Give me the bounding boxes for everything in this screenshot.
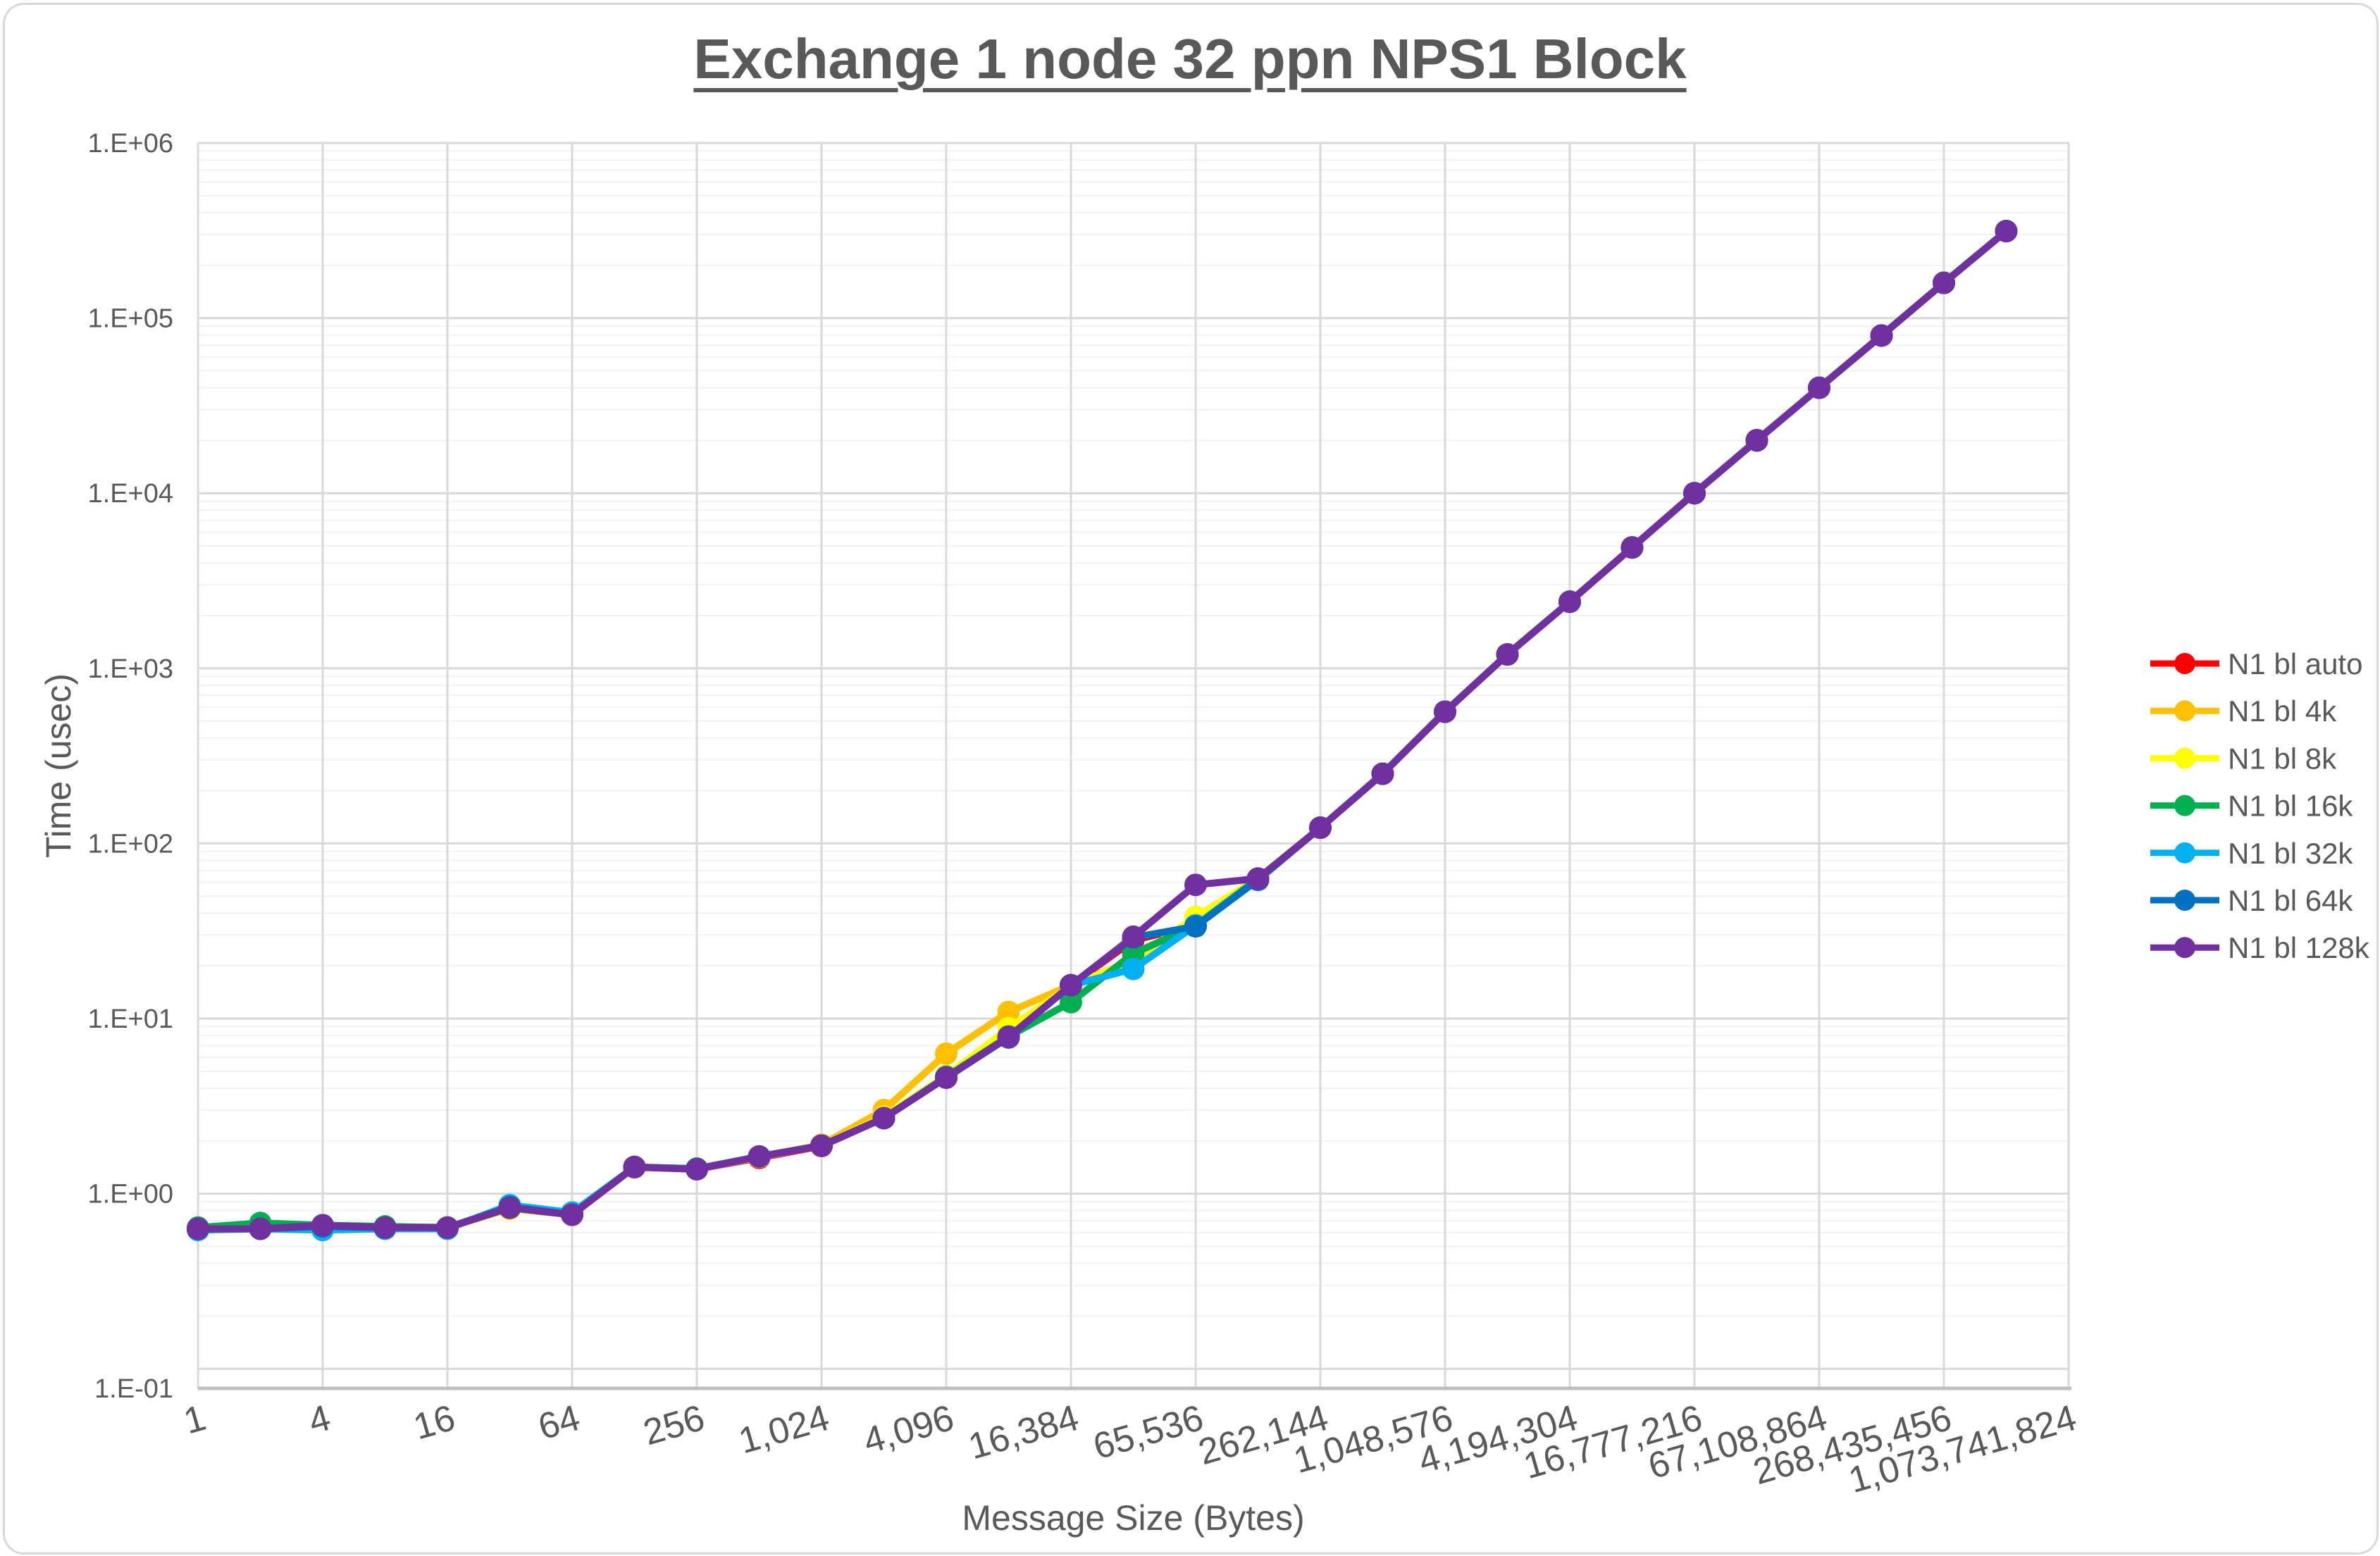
data-point-n1-bl-128k [1309,816,1332,840]
x-tick-label: 4 [304,1398,335,1443]
data-point-n1-bl-128k [872,1107,895,1130]
series-n1-bl-16k [187,220,2018,1239]
legend-label: N1 bl 16k [2228,790,2353,823]
legend-dot-marker [2174,700,2195,722]
data-point-n1-bl-128k [935,1066,957,1089]
data-point-n1-bl-128k [1558,590,1581,614]
data-point-n1-bl-128k [686,1157,708,1181]
legend-item-n1-bl-16k: N1 bl 16k [2150,790,2353,823]
x-axis-title: Message Size (Bytes) [962,1498,1304,1538]
chart-title: Exchange 1 node 32 ppn NPS1 Block [693,27,1687,90]
data-point-n1-bl-128k [1434,700,1456,723]
legend-item-n1-bl-64k: N1 bl 64k [2150,884,2353,917]
x-tick-label: 1,024 [734,1398,833,1462]
data-point-n1-bl-128k [1870,324,1893,347]
data-point-n1-bl-128k [810,1134,833,1157]
data-point-n1-bl-32k [1122,957,1145,981]
data-point-n1-bl-128k [436,1216,459,1239]
series-n1-bl-4k [187,220,2018,1240]
legend-label: N1 bl auto [2228,647,2362,680]
data-point-n1-bl-128k [561,1203,583,1226]
gridlines-major [197,142,2070,1388]
data-point-n1-bl-128k [1808,376,1830,399]
y-tick-label: 1.E+01 [88,1004,174,1034]
legend-item-n1-bl-8k: N1 bl 8k [2150,742,2337,775]
y-tick-label: 1.E+00 [88,1180,174,1209]
y-tick-label: 1.E+03 [88,654,174,684]
legend-item-n1-bl-32k: N1 bl 32k [2150,837,2353,870]
series-line-n1-bl-64k [194,228,2010,1233]
series-line-n1-bl-16k [194,228,2010,1231]
data-point-n1-bl-128k [1371,762,1394,785]
legend-label: N1 bl 64k [2228,884,2353,917]
x-tick-label: 64 [534,1398,585,1448]
x-tick-label: 4,096 [859,1398,958,1462]
data-point-n1-bl-128k [187,1217,209,1240]
series-line-n1-bl-4k [194,228,2010,1233]
y-tick-label: 1.E+02 [88,829,174,859]
series-n1-bl-128k [187,220,2018,1240]
series-n1-bl-64k [187,220,2018,1240]
y-tick-label: 1.E+05 [88,304,174,334]
x-tick-label: 16,384 [964,1398,1083,1468]
y-tick-label: 1.E+04 [88,479,174,509]
legend-label: N1 bl 128k [2228,931,2370,964]
data-point-n1-bl-128k [1933,271,1955,294]
data-point-n1-bl-128k [1683,482,1706,505]
data-point-n1-bl-128k [311,1214,334,1237]
y-axis-title: Time (usec) [39,673,78,858]
data-point-n1-bl-128k [748,1145,771,1168]
data-point-n1-bl-128k [1620,536,1644,559]
data-point-n1-bl-16k [1060,990,1082,1014]
x-tick-label: 16 [409,1398,460,1448]
x-tick-label: 1 [180,1398,211,1443]
data-point-n1-bl-64k [1184,915,1207,938]
data-point-n1-bl-128k [1122,925,1145,948]
x-tick-label: 256 [639,1398,709,1454]
legend-item-n1-bl-auto: N1 bl auto [2150,647,2362,680]
series-n1-bl-auto [187,220,2018,1240]
data-point-n1-bl-128k [1745,428,1768,452]
data-point-n1-bl-128k [1184,873,1207,897]
legend-dot-marker [2174,842,2195,864]
legend-label: N1 bl 32k [2228,837,2353,870]
data-point-n1-bl-128k [623,1155,646,1178]
legend-dot-marker [2174,795,2195,816]
legend-dot-marker [2174,747,2195,769]
data-point-n1-bl-128k [498,1196,521,1219]
data-point-n1-bl-4k [997,1000,1020,1023]
data-point-n1-bl-128k [373,1216,397,1239]
y-tick-label: 1.E-01 [94,1374,173,1404]
series-line-n1-bl-8k [194,228,2010,1233]
series-n1-bl-8k [187,220,2018,1240]
legend-dot-marker [2174,890,2195,911]
legend-item-n1-bl-128k: N1 bl 128k [2150,931,2370,964]
legend-label: N1 bl 4k [2228,695,2337,728]
series-line-n1-bl-32k [194,228,2010,1234]
legend-dot-marker [2174,937,2195,959]
data-point-n1-bl-128k [1995,220,2018,243]
series-line-n1-bl-auto [194,228,2010,1233]
data-point-n1-bl-128k [997,1026,1020,1049]
data-point-n1-bl-128k [1246,867,1270,890]
data-point-n1-bl-128k [249,1217,272,1240]
legend-item-n1-bl-4k: N1 bl 4k [2150,695,2337,728]
series-line-n1-bl-128k [194,228,2010,1233]
legend-label: N1 bl 8k [2228,742,2337,775]
legend: N1 bl auto N1 bl 4k N1 bl 8k N1 bl 16k N1 bl… [2150,647,2370,964]
x-tick-label: 65,536 [1089,1398,1208,1468]
y-tick-label: 1.E+06 [88,129,174,158]
gridlines-minor [198,150,2069,1317]
legend-dot-marker [2174,653,2195,674]
chart-frame [3,3,2379,1555]
data-point-n1-bl-128k [1496,643,1519,666]
data-point-n1-bl-128k [1060,973,1082,997]
data-point-n1-bl-4k [935,1042,957,1065]
